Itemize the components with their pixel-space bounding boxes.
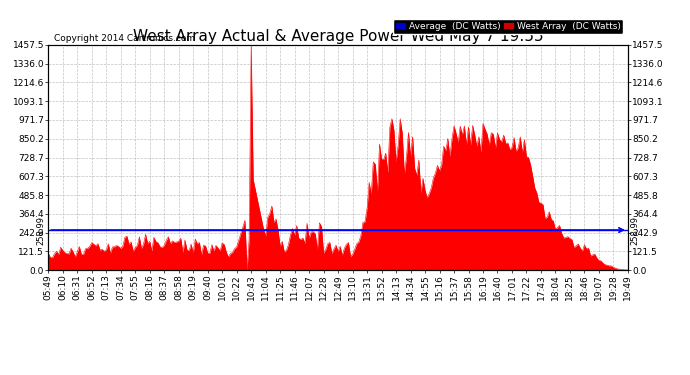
Text: Copyright 2014 Cartronics.com: Copyright 2014 Cartronics.com [54, 34, 195, 43]
Text: 258.99: 258.99 [631, 216, 640, 244]
Title: West Array Actual & Average Power Wed May 7 19:55: West Array Actual & Average Power Wed Ma… [132, 29, 544, 44]
Text: 258.99: 258.99 [37, 216, 46, 244]
Legend: Average  (DC Watts), West Array  (DC Watts): Average (DC Watts), West Array (DC Watts… [393, 19, 623, 33]
